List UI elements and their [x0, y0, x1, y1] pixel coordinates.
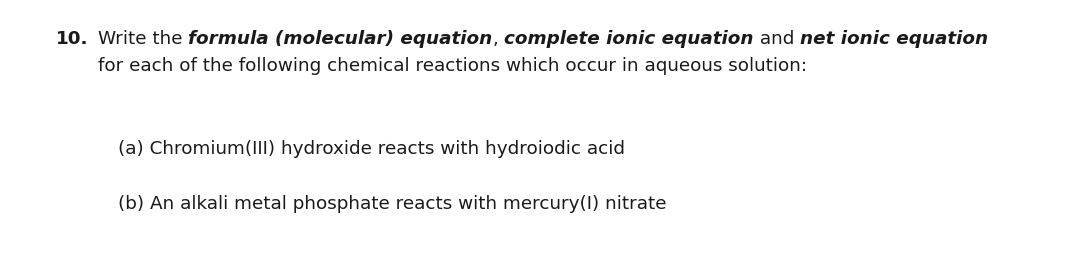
Text: net ionic equation: net ionic equation	[800, 30, 988, 48]
Text: formula (molecular) equation: formula (molecular) equation	[188, 30, 492, 48]
Text: (b) An alkali metal phosphate reacts with mercury(I) nitrate: (b) An alkali metal phosphate reacts wit…	[118, 195, 666, 213]
Text: ,: ,	[492, 30, 504, 48]
Text: Write the: Write the	[98, 30, 188, 48]
Text: for each of the following chemical reactions which occur in aqueous solution:: for each of the following chemical react…	[98, 57, 807, 75]
Text: 10.: 10.	[56, 30, 89, 48]
Text: and: and	[754, 30, 800, 48]
Text: complete ionic equation: complete ionic equation	[504, 30, 754, 48]
Text: (a) Chromium(III) hydroxide reacts with hydroiodic acid: (a) Chromium(III) hydroxide reacts with …	[118, 140, 625, 158]
